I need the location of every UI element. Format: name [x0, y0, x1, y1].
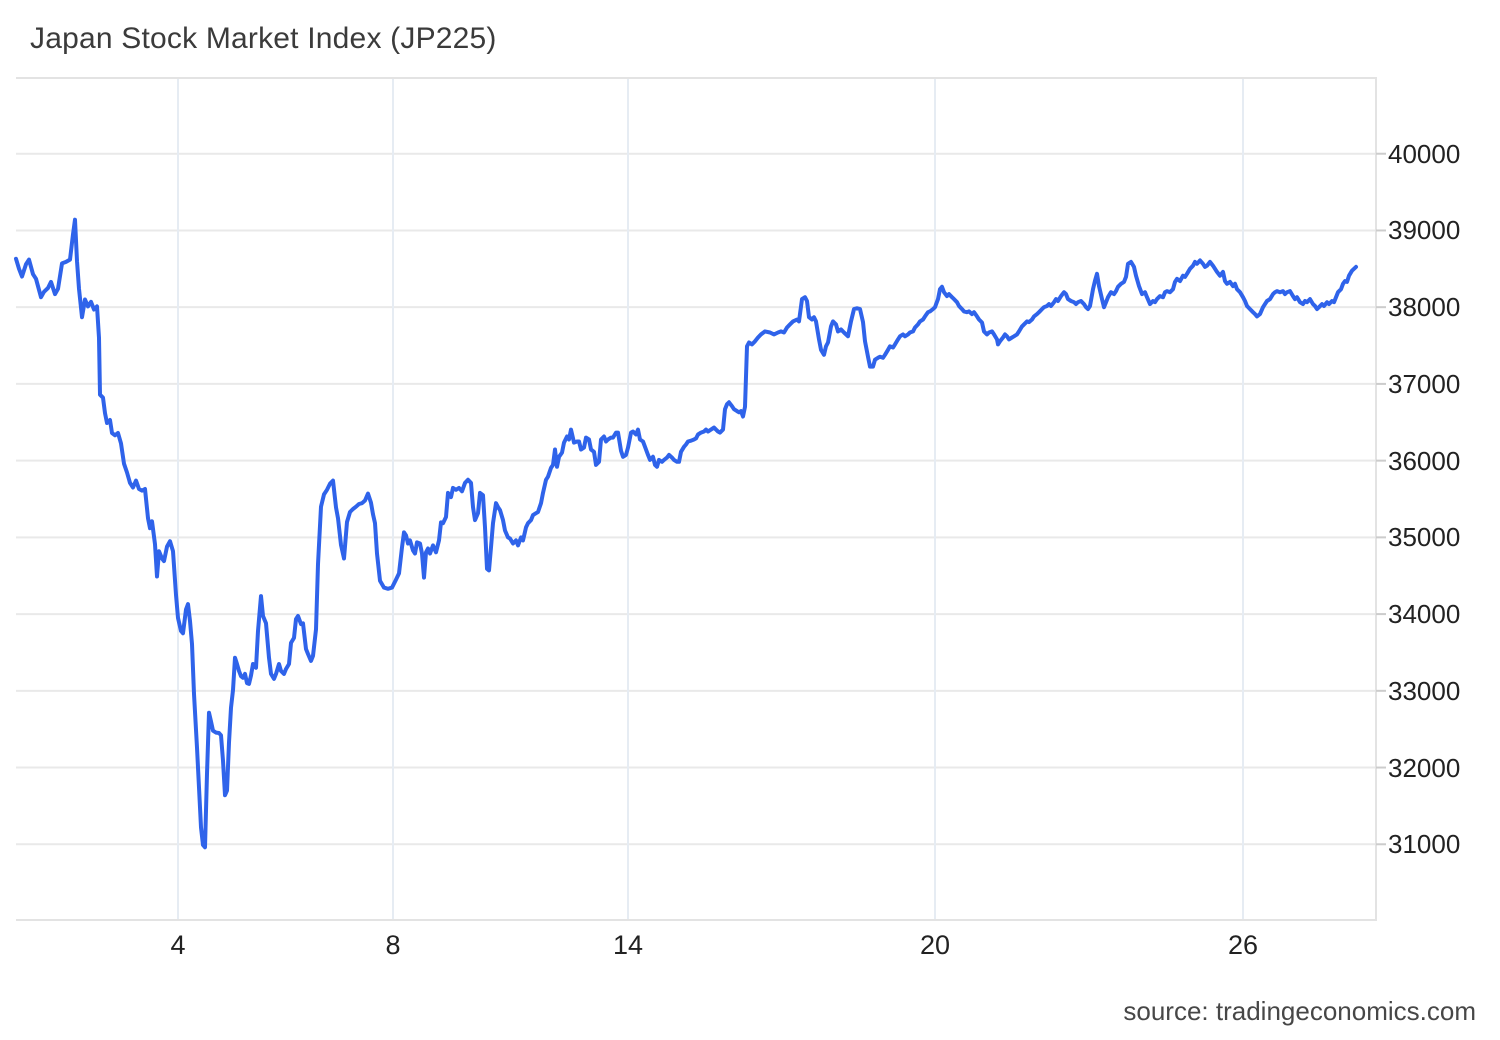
y-axis-tick-label: 31000 [1388, 829, 1461, 860]
y-axis-tick-label: 34000 [1388, 599, 1461, 630]
x-axis-tick-label: 20 [919, 930, 951, 960]
x-axis-tick-label: 26 [1227, 930, 1259, 960]
x-axis-tick-label: 8 [385, 930, 401, 960]
plot-area [14, 77, 1386, 921]
y-axis-tick-label: 33000 [1388, 675, 1461, 706]
y-axis-tick-label: 40000 [1388, 138, 1461, 169]
y-axis-tick-label: 32000 [1388, 752, 1461, 783]
source-attribution: source: tradingeconomics.com [1123, 996, 1476, 1026]
x-axis-tick-label: 4 [170, 930, 186, 960]
price-line-jp225 [14, 217, 1358, 850]
y-axis-tick-label: 36000 [1388, 445, 1461, 476]
y-axis-tick-label: 39000 [1388, 215, 1461, 246]
chart-title: Japan Stock Market Index (JP225) [30, 22, 497, 55]
y-axis-tick-label: 35000 [1388, 522, 1461, 553]
y-axis-tick-label: 37000 [1388, 368, 1461, 399]
x-axis-tick-label: 14 [612, 930, 644, 960]
plot-svg [14, 77, 1386, 921]
y-axis-tick-label: 38000 [1388, 292, 1461, 323]
